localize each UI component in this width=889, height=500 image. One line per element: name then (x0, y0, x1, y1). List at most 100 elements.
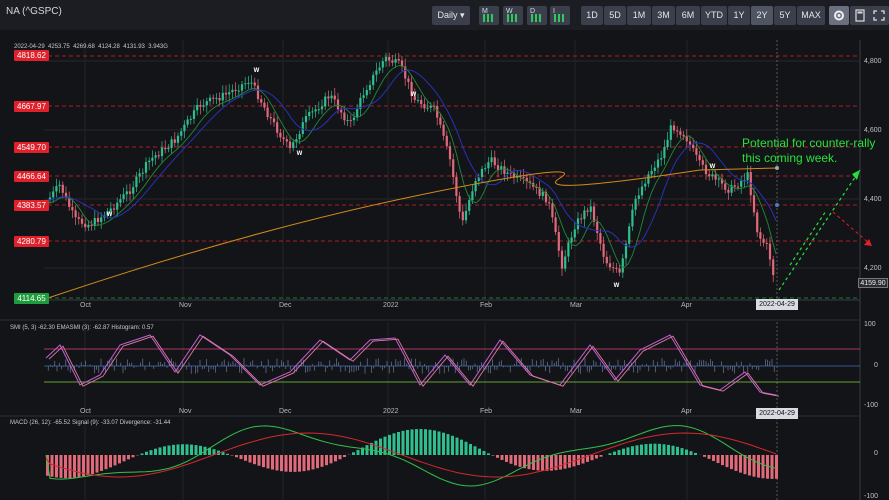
bar-chart-icon (483, 14, 495, 22)
candle-body (714, 174, 717, 180)
candle-body (109, 208, 112, 212)
macd-histogram-bar (163, 446, 166, 455)
candle-body (580, 218, 583, 220)
macd-histogram-bar (352, 452, 355, 455)
macd-histogram-bar (523, 455, 526, 469)
candle-body (100, 217, 103, 223)
candle-body (413, 96, 416, 101)
candle-body (522, 176, 525, 178)
candle-body (119, 199, 122, 203)
candle-body (653, 167, 656, 171)
candle-body (116, 202, 119, 210)
w-marker: W (253, 68, 260, 74)
calculator-icon[interactable] (850, 6, 870, 25)
macd-histogram-bar (311, 455, 315, 470)
candle-body (724, 183, 727, 190)
forecast-arrow-up (778, 169, 861, 291)
range-button-5d[interactable]: 5D (604, 6, 626, 25)
macd-histogram-bar (451, 435, 454, 455)
settings-icon[interactable] (829, 6, 849, 25)
candle-body (442, 124, 445, 136)
range-button-5y[interactable]: 5Y (774, 6, 796, 25)
candle-body (324, 96, 327, 107)
range-button-1y[interactable]: 1Y (728, 6, 750, 25)
candle-body (656, 159, 660, 168)
candle-body (378, 67, 381, 71)
candle-body (135, 176, 138, 188)
macd-histogram-bar (208, 447, 211, 455)
support-level-label: 4114.65 (14, 293, 49, 304)
macd-histogram-bar (73, 455, 76, 478)
fullscreen-icon[interactable] (869, 6, 889, 25)
range-button-2y[interactable]: 2Y (751, 6, 773, 25)
candle-body (541, 191, 544, 196)
range-button-6m[interactable]: 6M (676, 6, 700, 25)
candle-body (317, 109, 320, 111)
candle-body (756, 212, 759, 233)
macd-histogram-bar (631, 446, 634, 455)
candle-body (688, 141, 692, 145)
macd-histogram-bar (212, 449, 216, 455)
candle-body (58, 184, 61, 187)
indicator-toggle-d[interactable]: D (527, 6, 547, 25)
macd-histogram-bar (415, 429, 418, 455)
macd-histogram-bar (721, 455, 724, 466)
candle-body (512, 172, 516, 178)
resistance-level-label: 4383.57 (14, 200, 49, 211)
candle-body (583, 210, 586, 220)
candle-body (349, 120, 352, 122)
macd-histogram-bar (158, 447, 162, 455)
candle-body (138, 173, 141, 177)
candle-body (279, 132, 282, 138)
range-button-1m[interactable]: 1M (627, 6, 651, 25)
candle-body (180, 131, 183, 136)
macd-histogram-bar (280, 455, 283, 472)
macd-histogram-bar (91, 455, 94, 475)
indicator-toggle-m[interactable]: M (479, 6, 499, 25)
candle-body (71, 206, 74, 211)
candle-body (765, 242, 768, 244)
macd-histogram-bar (775, 455, 778, 479)
smi-x-axis-tick: Feb (480, 408, 493, 415)
candle-body (586, 210, 589, 212)
macd-histogram-bar (248, 455, 252, 463)
macd-histogram-bar (118, 455, 121, 464)
candle-body (221, 92, 224, 101)
macd-histogram-bar (68, 455, 72, 479)
candle-body (375, 70, 378, 75)
indicator-toggle-w[interactable]: W (503, 6, 523, 25)
macd-histogram-bar (509, 455, 513, 464)
candle-body (346, 120, 349, 122)
range-button-1d[interactable]: 1D (581, 6, 603, 25)
forecast-arrow-down (832, 211, 871, 245)
candle-body (660, 158, 663, 160)
ma-end-dot (775, 166, 779, 170)
candle-body (672, 125, 676, 131)
indicator-toggle-i[interactable]: I (550, 6, 570, 25)
candle-body (708, 174, 711, 177)
range-button-max[interactable]: MAX (797, 6, 825, 25)
candle-body (352, 117, 356, 121)
macd-histogram-bar (104, 455, 108, 470)
macd-histogram-bar (334, 455, 337, 462)
candle-body (500, 166, 503, 170)
candle-body (336, 99, 340, 110)
candle-body (644, 183, 647, 187)
macd-histogram-bar (653, 443, 657, 455)
macd-histogram-bar (307, 455, 310, 471)
macd-histogram-bar (748, 455, 751, 476)
range-button-3m[interactable]: 3M (652, 6, 675, 25)
candle-body (458, 196, 461, 212)
macd-histogram-bar (235, 455, 238, 458)
candle-body (525, 177, 528, 182)
macd-histogram-bar (545, 455, 549, 471)
candle-body (125, 191, 128, 195)
interval-dropdown[interactable]: Daily ▾ (432, 6, 470, 25)
macd-histogram-bar (640, 444, 643, 455)
indicator-letter: W (506, 8, 513, 15)
candle-body (48, 197, 52, 200)
ohlc-volume: 3.943G (148, 44, 168, 50)
candle-body (557, 232, 560, 251)
range-button-ytd[interactable]: YTD (701, 6, 727, 25)
